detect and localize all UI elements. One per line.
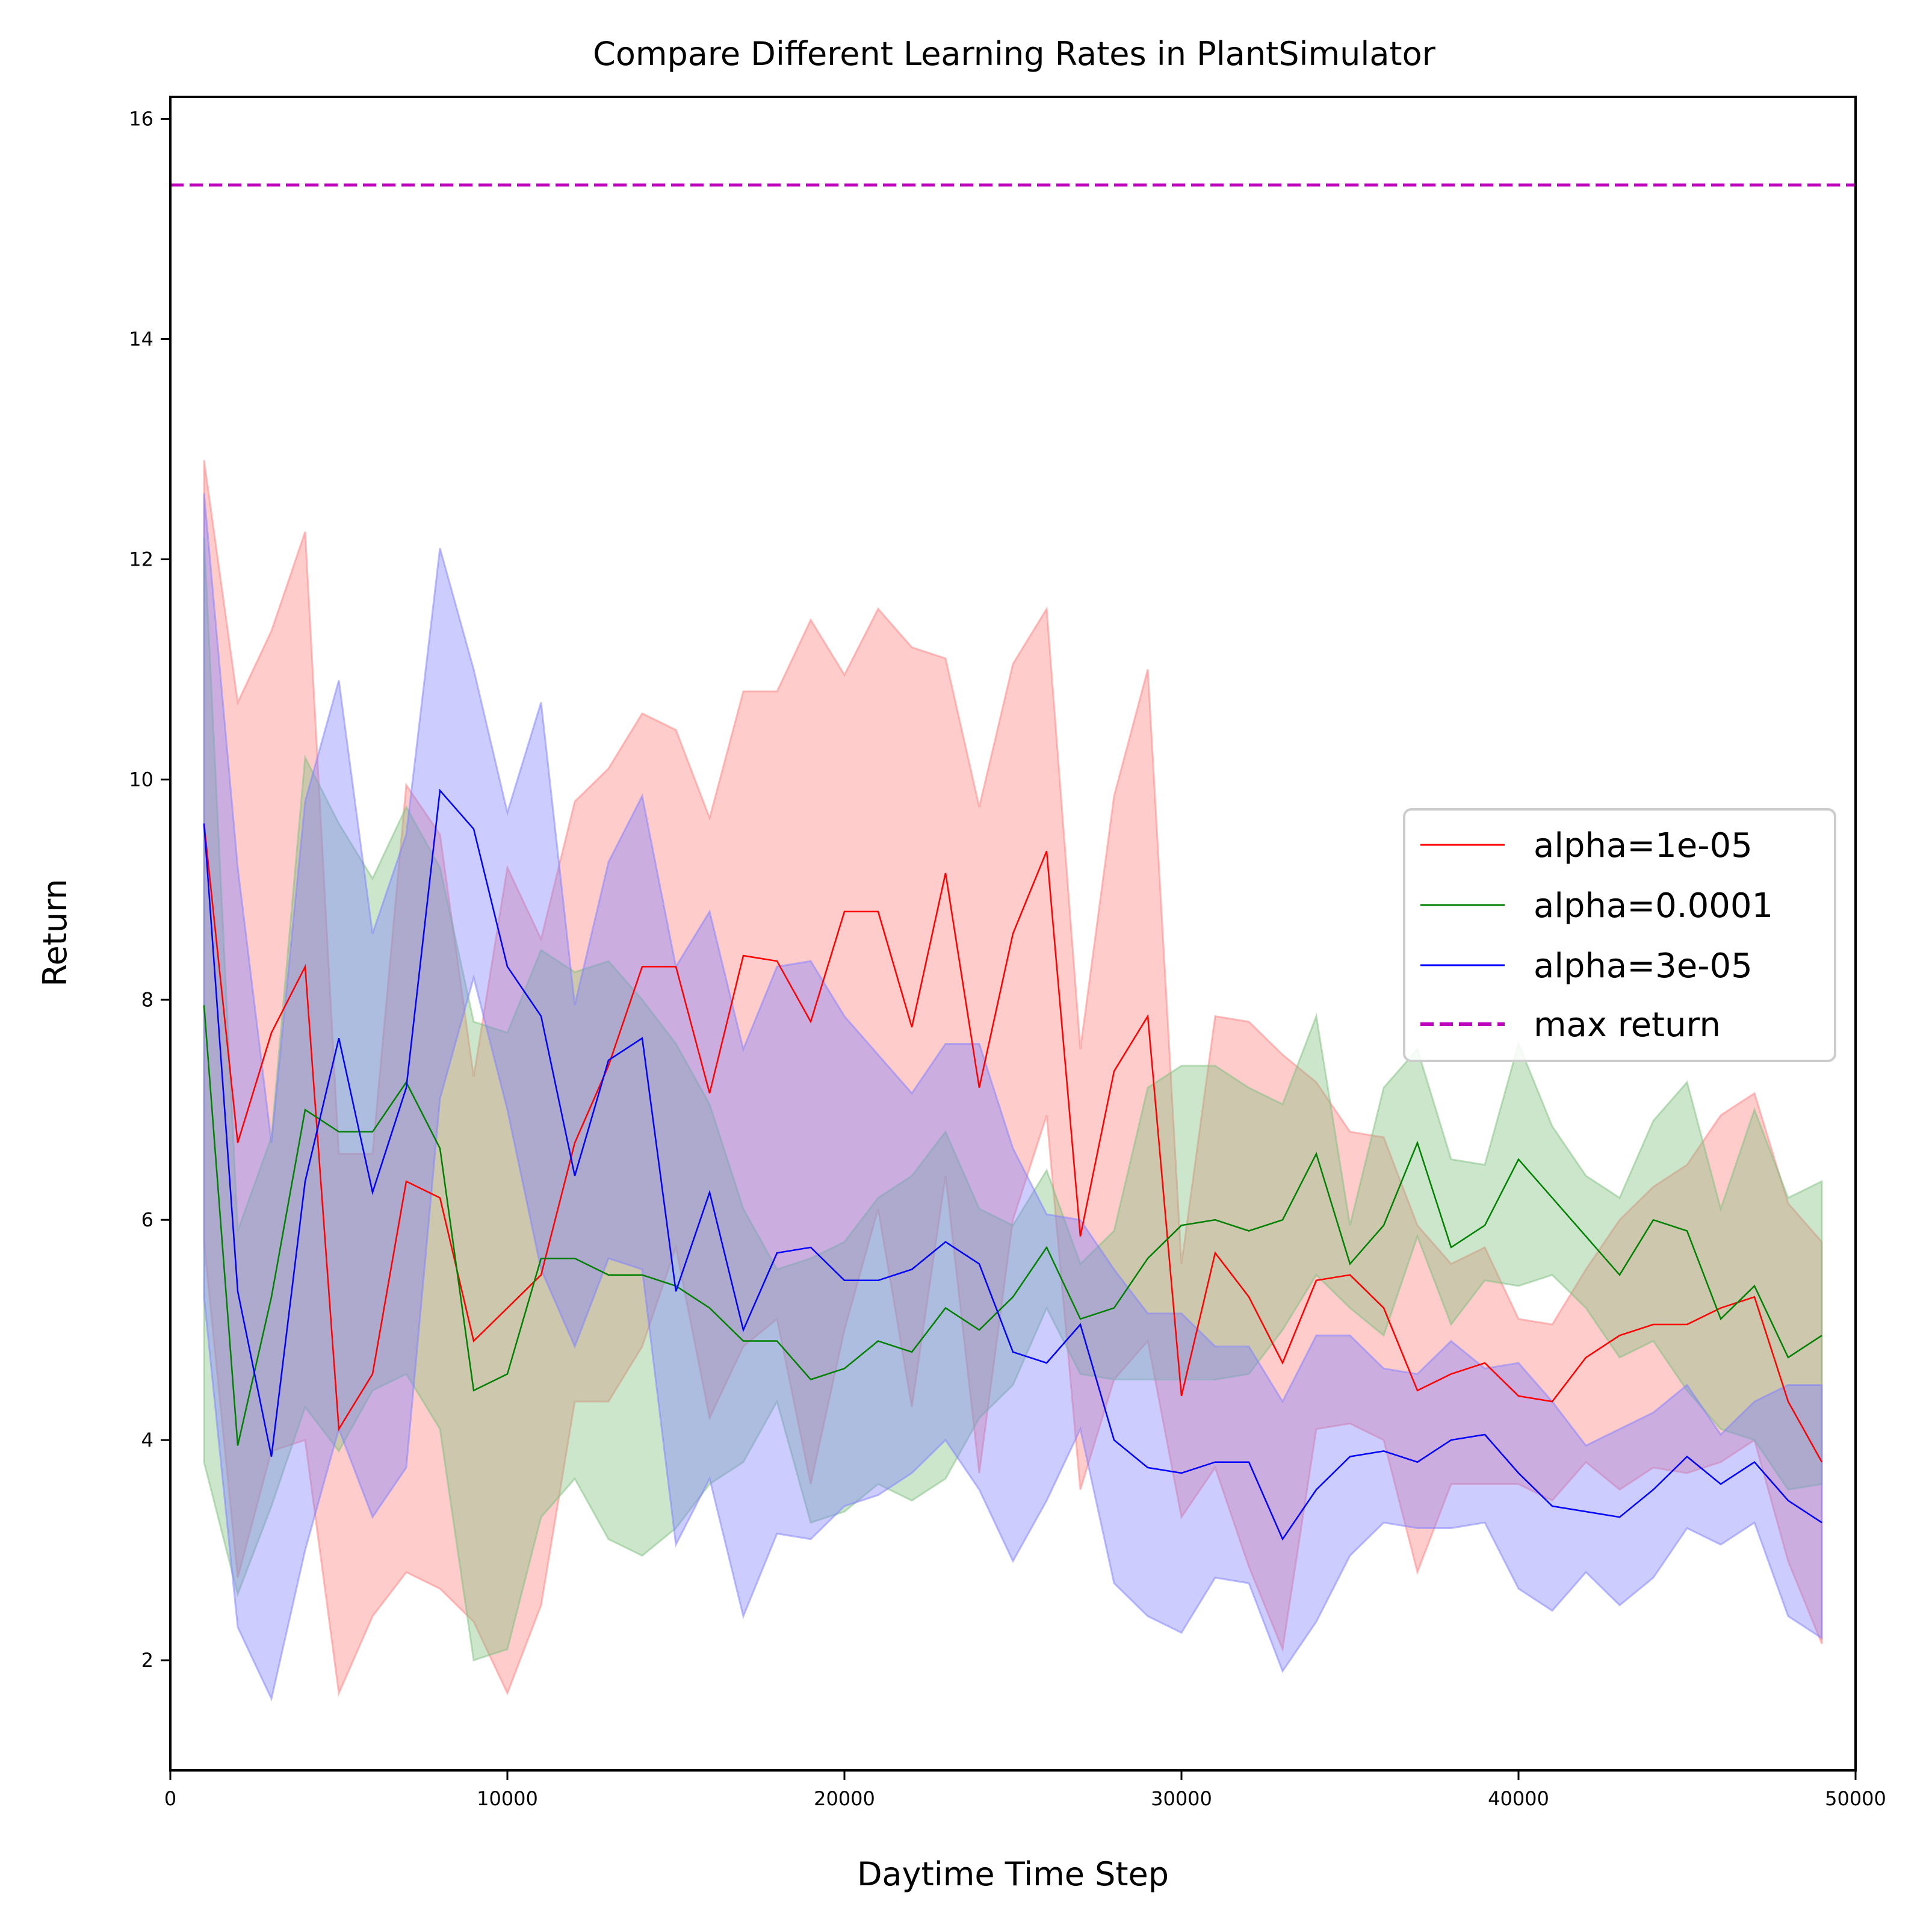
y-tick-label: 10 bbox=[129, 768, 153, 791]
y-tick-label: 6 bbox=[141, 1208, 153, 1231]
x-tick-label: 20000 bbox=[814, 1787, 875, 1810]
x-axis-title: Daytime Time Step bbox=[857, 1855, 1169, 1893]
legend: alpha=1e-05 alpha=0.0001 alpha=3e-05 max… bbox=[1403, 808, 1836, 1062]
line-alpha-3e-05 bbox=[203, 788, 1822, 1541]
plot-frame bbox=[169, 96, 1857, 1772]
line-alpha-0.0001 bbox=[203, 1005, 1822, 1446]
confidence-bands bbox=[203, 460, 1823, 1702]
x-tick-label: 10000 bbox=[477, 1787, 538, 1810]
y-tick-label: 12 bbox=[129, 548, 153, 570]
chart-title: Compare Different Learning Rates in Plan… bbox=[593, 35, 1436, 73]
y-tick-label: 4 bbox=[141, 1429, 153, 1451]
y-tick-label: 8 bbox=[141, 988, 153, 1011]
x-axis: 0 10000 20000 30000 40000 50000 bbox=[164, 1770, 1886, 1810]
legend-label-alpha-0.0001: alpha=0.0001 bbox=[1534, 886, 1773, 925]
legend-label-alpha-1e-05: alpha=1e-05 bbox=[1534, 826, 1753, 865]
y-tick-label: 14 bbox=[129, 328, 153, 351]
x-tick-label: 50000 bbox=[1825, 1787, 1886, 1810]
y-tick-label: 2 bbox=[141, 1649, 153, 1672]
band-alpha-3e-05 bbox=[203, 493, 1823, 1702]
legend-box bbox=[1403, 808, 1836, 1062]
y-axis-title: Return bbox=[36, 879, 74, 986]
x-tick-label: 30000 bbox=[1151, 1787, 1212, 1810]
line-alpha-1e-05 bbox=[203, 823, 1823, 1463]
band-alpha-1e-05 bbox=[203, 460, 1823, 1697]
y-tick-label: 16 bbox=[129, 108, 153, 131]
legend-label-max-return: max return bbox=[1534, 1006, 1721, 1045]
series-lines bbox=[203, 788, 1823, 1541]
legend-label-alpha-3e-05: alpha=3e-05 bbox=[1534, 947, 1753, 986]
y-axis: 2 4 6 8 10 12 14 16 bbox=[129, 108, 170, 1672]
x-tick-label: 40000 bbox=[1488, 1787, 1549, 1810]
x-tick-label: 0 bbox=[164, 1787, 176, 1810]
